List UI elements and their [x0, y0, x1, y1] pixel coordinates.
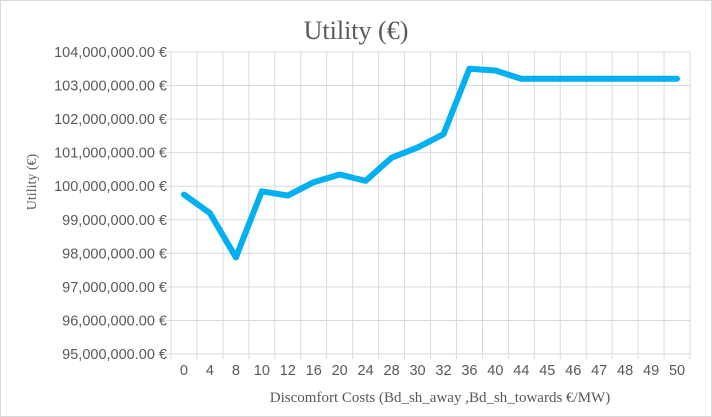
data-point: [363, 178, 369, 184]
x-tick-label: 36: [461, 363, 477, 379]
x-tick-label: 12: [280, 363, 296, 379]
x-tick-label: 16: [306, 363, 322, 379]
data-point: [544, 76, 550, 82]
series-layer: [181, 65, 680, 261]
data-point: [311, 179, 317, 185]
y-tick-label: 97,000,000.00 €: [62, 280, 167, 296]
x-tick-label: 49: [643, 363, 659, 379]
data-point: [466, 66, 472, 72]
data-point: [337, 171, 343, 177]
x-tick-label: 50: [669, 363, 685, 379]
y-tick-label: 96,000,000.00 €: [62, 313, 167, 329]
data-point: [415, 145, 421, 151]
y-tick-label: 98,000,000.00 €: [62, 246, 167, 262]
data-point: [674, 76, 680, 82]
x-tick-label: 30: [409, 363, 425, 379]
x-tick-label: 45: [539, 363, 555, 379]
x-tick-label: 44: [513, 363, 529, 379]
y-tick-label: 95,000,000.00 €: [62, 347, 167, 363]
data-point: [440, 131, 446, 137]
y-tick-label: 99,000,000.00 €: [62, 213, 167, 229]
x-tick-label: 46: [565, 363, 581, 379]
x-tick-label: 24: [358, 363, 374, 379]
data-point: [389, 155, 395, 161]
data-point: [233, 254, 239, 260]
x-tick-label: 0: [180, 363, 188, 379]
data-point: [285, 193, 291, 199]
y-tick-label: 104,000,000.00 €: [54, 45, 167, 61]
series-line: [181, 65, 680, 261]
data-point: [181, 192, 187, 198]
tick-layer: 95,000,000.00 € 96,000,000.00 € 97,000,000…: [54, 45, 685, 379]
data-point: [207, 210, 213, 216]
y-tick-label: 102,000,000.00 €: [54, 112, 167, 128]
x-tick-label: 32: [435, 363, 451, 379]
data-point: [259, 188, 265, 194]
y-tick-label: 103,000,000.00 €: [54, 79, 167, 95]
x-tick-label: 28: [384, 363, 400, 379]
data-point: [518, 76, 524, 82]
data-point: [622, 76, 628, 82]
data-point: [570, 76, 576, 82]
x-tick-label: 8: [232, 363, 240, 379]
y-tick-label: 101,000,000.00 €: [54, 146, 167, 162]
data-point: [648, 76, 654, 82]
data-point: [596, 76, 602, 82]
chart-title: Utility (€): [303, 16, 409, 45]
x-tick-label: 10: [254, 363, 270, 379]
data-point: [492, 67, 498, 73]
x-axis-label: Discomfort Costs (Bd_sh_away ,Bd_sh_towa…: [269, 390, 611, 406]
y-tick-label: 100,000,000.00 €: [54, 179, 167, 195]
x-tick-label: 48: [617, 363, 633, 379]
x-tick-label: 4: [206, 363, 214, 379]
x-tick-label: 20: [332, 363, 348, 379]
x-tick-label: 47: [591, 363, 607, 379]
x-tick-label: 40: [487, 363, 503, 379]
grid-layer: [166, 51, 691, 359]
